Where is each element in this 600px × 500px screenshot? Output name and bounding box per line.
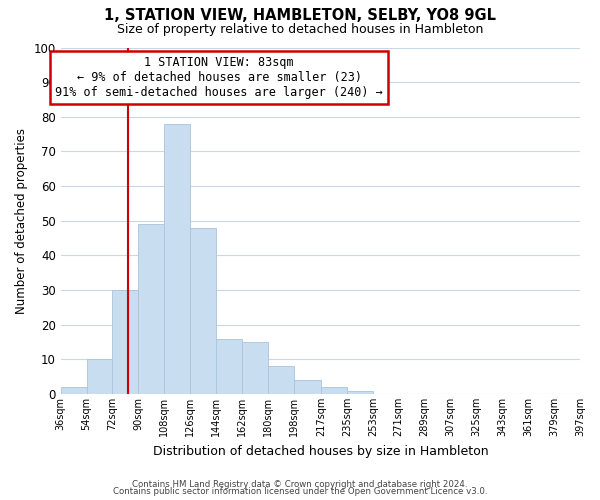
Bar	[112, 290, 139, 394]
Bar	[190, 228, 216, 394]
Y-axis label: Number of detached properties: Number of detached properties	[15, 128, 28, 314]
Text: Contains HM Land Registry data © Crown copyright and database right 2024.: Contains HM Land Registry data © Crown c…	[132, 480, 468, 489]
Bar	[268, 366, 294, 394]
Bar	[139, 224, 164, 394]
Text: 1 STATION VIEW: 83sqm
← 9% of detached houses are smaller (23)
91% of semi-detac: 1 STATION VIEW: 83sqm ← 9% of detached h…	[55, 56, 383, 99]
Text: Size of property relative to detached houses in Hambleton: Size of property relative to detached ho…	[117, 22, 483, 36]
Bar	[321, 387, 347, 394]
Bar	[242, 342, 268, 394]
Bar	[86, 360, 112, 394]
Text: 1, STATION VIEW, HAMBLETON, SELBY, YO8 9GL: 1, STATION VIEW, HAMBLETON, SELBY, YO8 9…	[104, 8, 496, 22]
Bar	[294, 380, 321, 394]
Bar	[164, 124, 190, 394]
Text: Contains public sector information licensed under the Open Government Licence v3: Contains public sector information licen…	[113, 487, 487, 496]
X-axis label: Distribution of detached houses by size in Hambleton: Distribution of detached houses by size …	[152, 444, 488, 458]
Bar	[347, 390, 373, 394]
Bar	[61, 387, 86, 394]
Bar	[216, 338, 242, 394]
